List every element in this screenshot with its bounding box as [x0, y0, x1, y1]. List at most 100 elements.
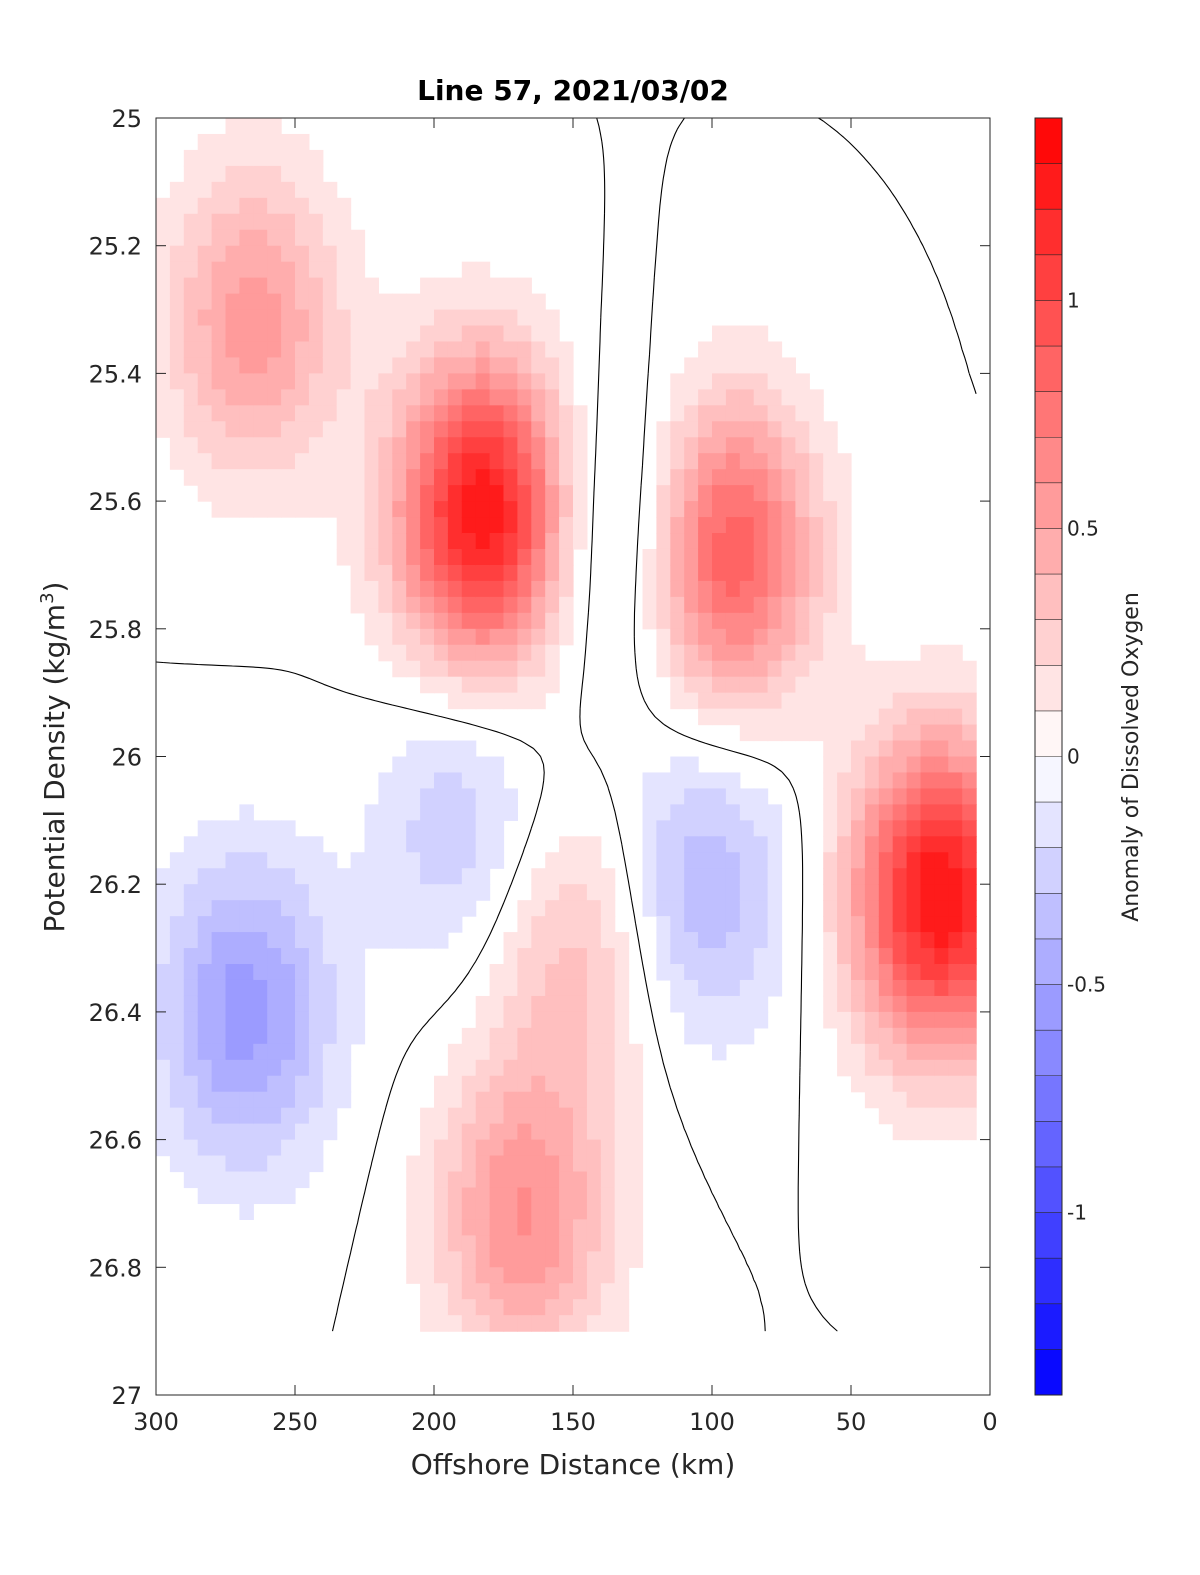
field-cell: [934, 1059, 949, 1077]
field-cell: [197, 405, 213, 422]
field-cell: [475, 501, 491, 518]
field-cell: [211, 501, 227, 518]
field-cell: [336, 261, 352, 279]
field-cell: [336, 469, 352, 486]
field-cell: [197, 437, 213, 454]
field-cell: [420, 868, 435, 885]
field-cell: [447, 437, 463, 454]
field-cell: [447, 325, 463, 343]
field-cell: [725, 660, 741, 678]
field-cell: [461, 1107, 477, 1125]
field-cell: [156, 1107, 171, 1125]
field-cell: [559, 548, 574, 566]
field-cell: [253, 133, 268, 151]
field-cell: [420, 485, 435, 502]
field-cell: [183, 1171, 199, 1189]
field-cell: [517, 1027, 532, 1045]
field-cell: [559, 1059, 574, 1077]
field-cell: [461, 341, 477, 359]
field-cell: [211, 932, 227, 949]
field-cell: [767, 405, 783, 422]
field-cell: [322, 197, 338, 215]
field-cell: [712, 916, 727, 933]
field-cell: [308, 1123, 324, 1141]
field-cell: [586, 1283, 602, 1300]
field-cell: [197, 421, 213, 438]
field-cell: [559, 612, 574, 630]
field-cell: [225, 1139, 240, 1157]
field-cell: [739, 325, 755, 343]
field-cell: [281, 900, 296, 917]
field-cell: [447, 277, 463, 295]
field-cell: [503, 533, 518, 550]
field-cell: [156, 405, 171, 422]
field-cell: [378, 564, 393, 582]
field-cell: [378, 628, 393, 646]
field-cell: [169, 1027, 185, 1045]
field-cell: [753, 1011, 769, 1029]
field-cell: [461, 1315, 477, 1332]
field-cell: [962, 708, 977, 726]
field-cell: [698, 836, 713, 853]
field-cell: [712, 1011, 727, 1029]
field-cell: [712, 644, 727, 662]
field-cell: [239, 916, 254, 933]
field-cell: [308, 1139, 324, 1157]
field-cell: [434, 884, 449, 901]
colorbar-band: [1035, 1212, 1062, 1259]
field-cell: [670, 517, 685, 534]
field-cell: [461, 389, 477, 406]
field-cell: [725, 1027, 741, 1045]
field-cell: [295, 995, 310, 1013]
field-cell: [600, 964, 616, 981]
field-cell: [392, 644, 407, 662]
field-cell: [892, 740, 908, 758]
field-cell: [531, 580, 546, 598]
field-cell: [878, 756, 894, 774]
colorbar-tick-label: 0: [1067, 745, 1080, 769]
field-cell: [489, 1187, 505, 1205]
field-cell: [684, 900, 699, 917]
field-cell: [336, 533, 352, 550]
field-cell: [823, 836, 838, 853]
field-cell: [545, 852, 560, 869]
field-cell: [447, 692, 463, 710]
field-cell: [531, 900, 546, 917]
field-cell: [948, 868, 963, 885]
field-cell: [934, 932, 949, 949]
field-cell: [197, 995, 213, 1013]
field-cell: [322, 884, 338, 901]
field-cell: [183, 1043, 199, 1061]
field-cell: [322, 325, 338, 343]
field-cell: [183, 453, 199, 470]
field-cell: [183, 197, 199, 215]
field-cell: [837, 708, 852, 726]
field-cell: [225, 277, 240, 295]
field-cell: [308, 868, 324, 885]
field-cell: [461, 852, 477, 869]
field-cell: [517, 995, 532, 1013]
field-cell: [517, 325, 532, 343]
field-cell: [225, 1075, 240, 1093]
field-cell: [225, 1027, 240, 1045]
field-cell: [906, 740, 922, 758]
field-cell: [183, 1107, 199, 1125]
field-cell: [823, 421, 838, 438]
field-cell: [878, 1027, 894, 1045]
field-cell: [267, 485, 282, 502]
field-cell: [753, 852, 769, 869]
field-cell: [322, 916, 338, 933]
field-cell: [573, 1315, 588, 1332]
field-cell: [420, 501, 435, 518]
field-cell: [447, 676, 463, 694]
field-cell: [461, 756, 477, 774]
field-cell: [753, 612, 769, 630]
field-cell: [712, 884, 727, 901]
field-cell: [156, 341, 171, 359]
field-cell: [656, 660, 671, 678]
field-cell: [350, 533, 366, 550]
field-cell: [211, 133, 227, 151]
field-cell: [364, 548, 379, 566]
field-cell: [239, 501, 254, 518]
field-cell: [322, 1011, 338, 1029]
